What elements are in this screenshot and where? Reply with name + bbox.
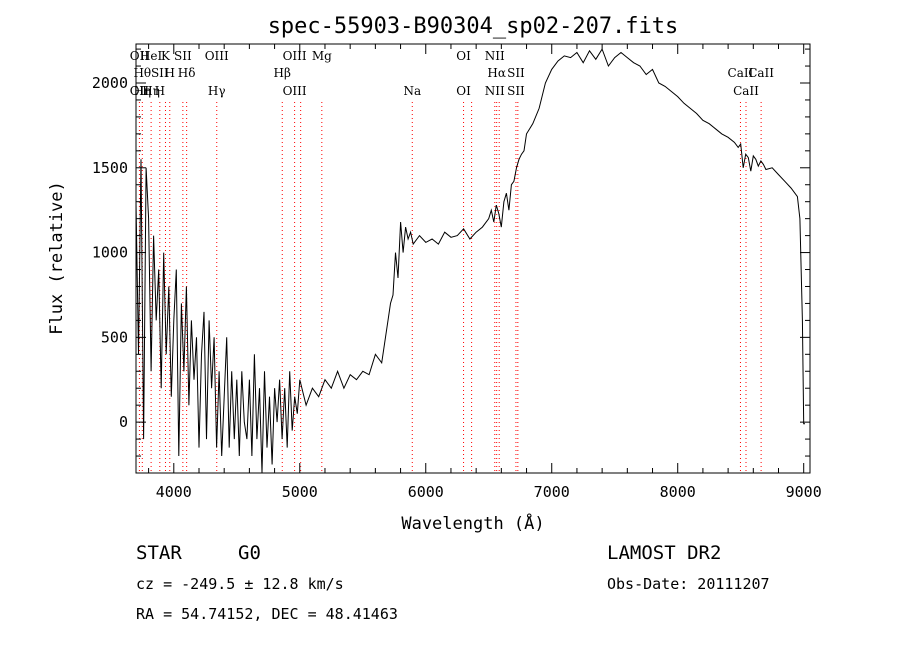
- y-tick-label: 500: [101, 328, 128, 346]
- spectral-line-label: NII: [485, 84, 505, 98]
- obs-date: Obs-Date: 20111207: [607, 575, 770, 593]
- x-tick-label: 8000: [660, 483, 696, 501]
- axis-ticks: 4000 5000 6000 7000 8000 9000 0 500 1000 1500 2000: [92, 44, 822, 501]
- spectral-line-label: H: [165, 66, 175, 80]
- spectral-line-label: Na: [403, 84, 421, 98]
- spectral-line-label: SII: [507, 66, 525, 80]
- x-tick-label: 5000: [282, 483, 318, 501]
- spectral-line-label: OII: [130, 49, 150, 63]
- spectral-line-label: OII: [130, 84, 150, 98]
- spectral-line-label: Hα: [487, 66, 506, 80]
- object-subclass: G0: [238, 542, 261, 564]
- spectral-line-label: Hθ: [133, 66, 151, 80]
- x-axis-label: Wavelength (Å): [401, 512, 544, 534]
- spectral-line-label: OI: [456, 84, 471, 98]
- spectral-line-label: SII: [507, 84, 525, 98]
- spectral-line-label: CaII: [748, 66, 774, 80]
- y-tick-label: 1000: [92, 244, 128, 262]
- spectral-line-label: SII: [174, 49, 192, 63]
- spectral-line-label: OIII: [283, 49, 307, 63]
- spectral-line-label: OIII: [283, 84, 307, 98]
- spectral-line-label: Mg: [312, 49, 332, 63]
- spectral-line-label: OIII: [205, 49, 229, 63]
- spectral-line-label: CaII: [733, 84, 759, 98]
- x-tick-label: 7000: [534, 483, 570, 501]
- survey-name: LAMOST DR2: [607, 542, 721, 564]
- flux-series-line: [135, 47, 805, 474]
- flux-series: [135, 47, 805, 474]
- spectral-line-labels: OIIOIIHθHηHeIHηSIIHKHSIIHδOIIIHγHβOIIIOI…: [130, 49, 775, 98]
- y-axis-label: Flux (relative): [47, 181, 67, 335]
- ra-dec: RA = 54.74152, DEC = 48.41463: [136, 605, 398, 623]
- spectral-line-label: K: [161, 49, 171, 63]
- spectral-line-label: NII: [485, 49, 505, 63]
- spectral-line-markers: [138, 102, 762, 473]
- spectral-line-label: CaII: [728, 66, 754, 80]
- spectral-line-label: Hη: [142, 84, 160, 98]
- chart-title: spec-55903-B90304_sp02-207.fits: [268, 14, 679, 39]
- y-tick-label: 1500: [92, 159, 128, 177]
- spectral-line-label: H: [155, 84, 165, 98]
- y-tick-label: 2000: [92, 74, 128, 92]
- object-class: STAR: [136, 542, 182, 564]
- spectral-line-label: OI: [456, 49, 471, 63]
- spectral-line-label: Hβ: [274, 66, 291, 80]
- x-tick-label: 9000: [786, 483, 822, 501]
- y-tick-label: 0: [119, 413, 128, 431]
- spectral-line-label: SII: [151, 66, 169, 80]
- plot-frame: [135, 43, 811, 474]
- spectral-line-label: Hγ: [208, 84, 226, 98]
- redshift-cz: cz = -249.5 ± 12.8 km/s: [136, 575, 344, 593]
- x-tick-label: 6000: [408, 483, 444, 501]
- spectral-line-label: Hη: [133, 84, 151, 98]
- spectral-line-label: Hδ: [178, 66, 196, 80]
- x-tick-label: 4000: [156, 483, 192, 501]
- spectral-line-label: HeI: [140, 49, 163, 63]
